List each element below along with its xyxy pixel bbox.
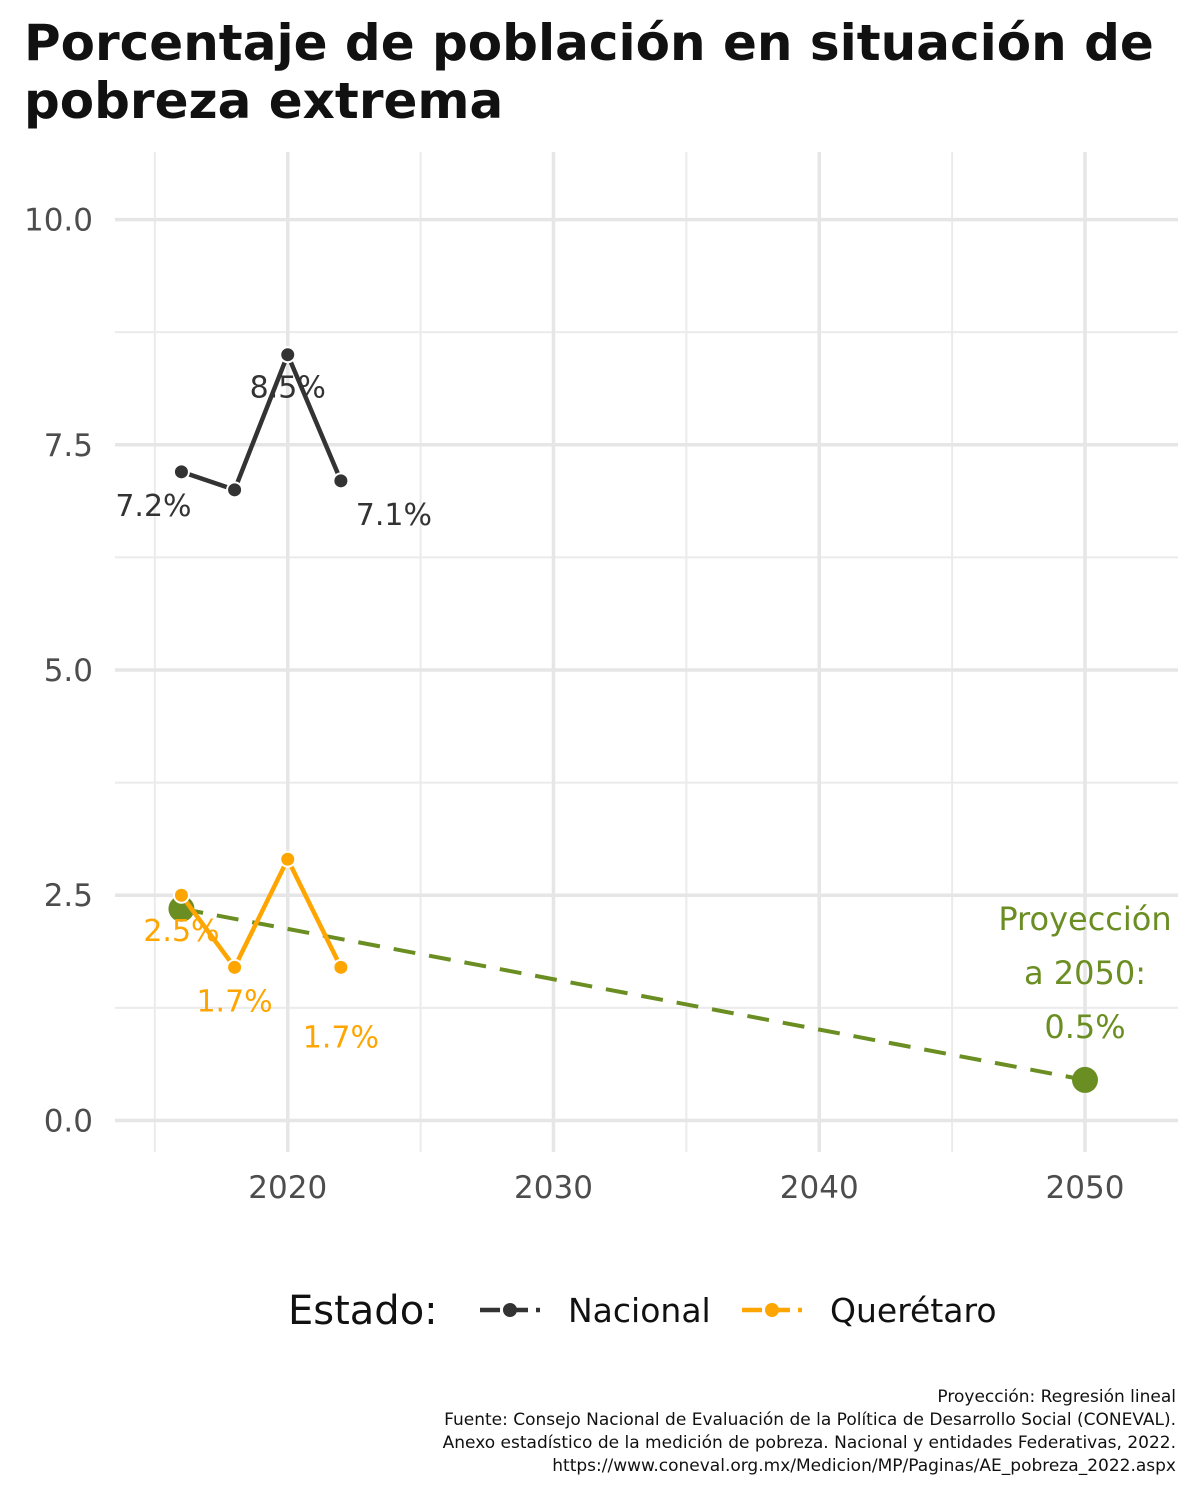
x-tick-label: 2020 (248, 1170, 327, 1206)
legend: Estado: Nacional Querétaro (288, 1288, 997, 1334)
series-line-nacional (180, 352, 343, 493)
x-tick-label: 2030 (514, 1170, 593, 1206)
y-tick-label: 2.5 (44, 878, 93, 914)
axis-tick-labels: 2020 2030 2040 2050 0.0 2.5 5.0 7.5 10.0 (24, 203, 1124, 1206)
legend-label-queretaro: Querétaro (830, 1291, 997, 1330)
y-tick-label: 0.0 (44, 1103, 93, 1139)
data-point-queretaro (279, 850, 297, 868)
x-tick-label: 2040 (780, 1170, 859, 1206)
projection-line (181, 906, 1086, 1082)
projection-label: a 2050: (1024, 954, 1146, 992)
caption-annex: Anexo estadístico de la medición de pobr… (442, 1433, 1176, 1453)
data-label-queretaro: 1.7% (196, 984, 272, 1019)
data-label-nacional: 7.1% (356, 498, 432, 533)
caption-source: Fuente: Consejo Nacional de Evaluación d… (444, 1410, 1176, 1430)
data-point-nacional (332, 472, 350, 490)
caption-method: Proyección: Regresión lineal (937, 1387, 1176, 1407)
y-tick-label: 5.0 (44, 653, 93, 689)
chart-title: Porcentaje de población en situación de … (24, 14, 1154, 130)
data-point-queretaro (226, 958, 244, 976)
projection-label: Proyección (998, 900, 1171, 938)
series-lines (168, 346, 1098, 1093)
grid-lines (115, 152, 1178, 1152)
caption-url: https://www.coneval.org.mx/Medicion/MP/P… (552, 1456, 1176, 1476)
projection-label: 0.5% (1044, 1008, 1125, 1046)
data-label-nacional: 7.2% (115, 489, 191, 524)
data-label-queretaro: 2.5% (143, 914, 219, 949)
data-label-queretaro: 1.7% (303, 1020, 379, 1055)
point-labels: 7.2% 8.5% 7.1% 2.5% 1.7% 1.7% Proyección a 2050… (115, 371, 1171, 1056)
data-point-nacional (172, 463, 190, 481)
data-point-nacional (279, 346, 297, 364)
y-tick-label: 10.0 (24, 203, 93, 239)
legend-label-nacional: Nacional (568, 1291, 711, 1330)
data-point-nacional (226, 481, 244, 499)
legend-title: Estado: (288, 1288, 438, 1334)
series-line-queretaro (179, 856, 343, 970)
x-tick-label: 2050 (1046, 1170, 1125, 1206)
data-point-queretaro (172, 886, 190, 904)
legend-key-point-queretaro (765, 1303, 779, 1317)
data-point-queretaro (332, 958, 350, 976)
projection-point (1071, 1066, 1098, 1093)
legend-key-point-nacional (503, 1303, 517, 1317)
y-tick-label: 7.5 (44, 428, 93, 464)
data-label-nacional: 8.5% (250, 371, 326, 406)
